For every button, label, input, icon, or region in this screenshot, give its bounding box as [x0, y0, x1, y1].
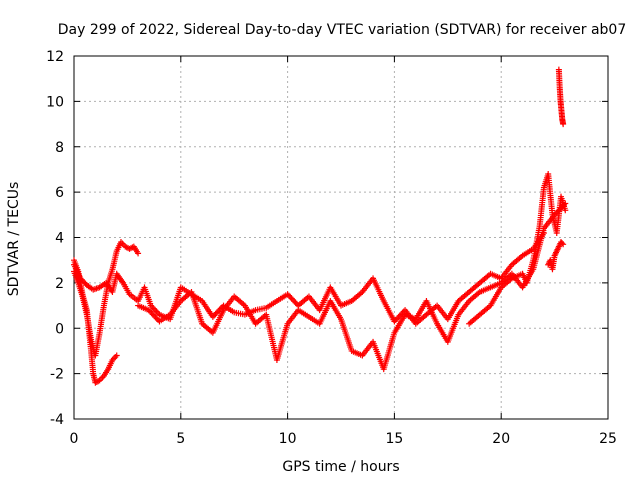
series-track-c — [71, 229, 547, 327]
y-tick-labels: -4 -2 0 2 4 6 8 10 12 — [46, 49, 64, 428]
axis-ticks — [73, 55, 609, 420]
series-track-b — [71, 239, 142, 359]
y-tick-label: 0 — [55, 321, 64, 337]
series-track-f — [545, 239, 567, 273]
series-track-e — [466, 170, 569, 327]
data-point — [135, 250, 142, 257]
x-tick-label: 10 — [279, 431, 297, 447]
y-tick-label: 4 — [55, 231, 64, 247]
y-tick-label: 6 — [55, 185, 64, 201]
data-point — [560, 121, 567, 128]
grid-lines — [74, 56, 608, 419]
x-tick-label: 25 — [599, 431, 617, 447]
x-tick-label: 15 — [385, 431, 403, 447]
y-tick-label: -4 — [50, 412, 64, 428]
y-tick-label: 10 — [46, 94, 64, 110]
y-tick-label: 12 — [46, 49, 64, 65]
data-point — [562, 207, 569, 214]
y-axis-label: SDTVAR / TECUs — [6, 182, 22, 297]
y-tick-label: -2 — [50, 367, 64, 383]
x-tick-label: 20 — [492, 431, 510, 447]
y-tick-label: 2 — [55, 276, 64, 292]
x-tick-labels: 0 5 10 15 20 25 — [70, 431, 617, 447]
x-axis-label: GPS time / hours — [282, 459, 399, 475]
data-markers — [71, 66, 569, 386]
x-tick-label: 0 — [70, 431, 79, 447]
series-track-g — [555, 66, 567, 128]
chart-title: Day 299 of 2022, Sidereal Day-to-day VTE… — [58, 22, 627, 38]
data-point — [560, 241, 567, 248]
series-track-d — [135, 200, 569, 373]
data-point — [559, 240, 566, 247]
y-tick-label: 8 — [55, 140, 64, 156]
x-tick-label: 5 — [176, 431, 185, 447]
data-point — [113, 352, 120, 359]
